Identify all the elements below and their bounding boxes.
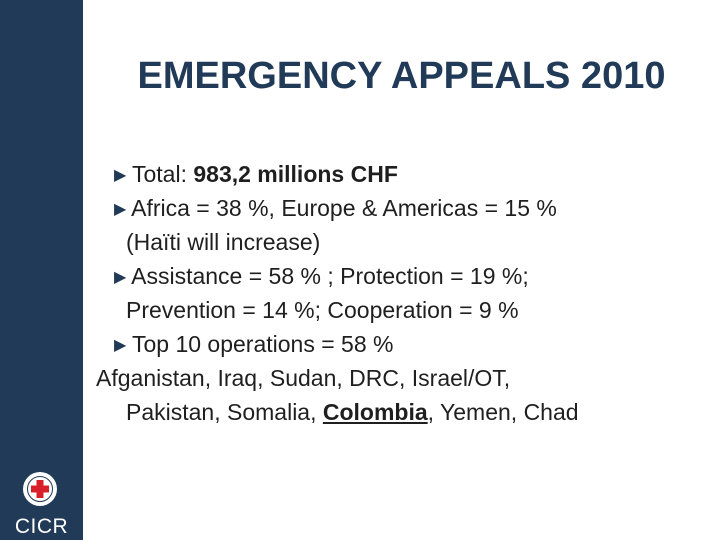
- total-label: Total:: [131, 161, 194, 187]
- red-cross-emblem-icon: [23, 472, 57, 506]
- slide-title: EMERGENCY APPEALS 2010: [137, 55, 666, 97]
- countries-text-2a: Pakistan, Somalia,: [126, 399, 323, 425]
- programmes-cont-text: Prevention = 14 %; Cooperation = 9 %: [126, 297, 519, 323]
- countries-text-2b: , Yemen, Chad: [427, 399, 579, 425]
- country-emphasis: Colombia: [322, 399, 428, 425]
- slide-body: ▶ Total: 983,2 millions CHF ▶ Africa = 3…: [96, 157, 706, 429]
- triangle-bullet-icon: ▶: [114, 167, 127, 184]
- regions-text: Africa = 38 %, Europe & Americas = 15 %: [131, 195, 557, 221]
- countries-line-2: Pakistan, Somalia, Colombia, Yemen, Chad: [96, 395, 706, 429]
- triangle-bullet-icon: ▶: [114, 337, 127, 354]
- logo-text: CICR: [14, 515, 69, 538]
- triangle-bullet-icon: ▶: [114, 201, 127, 218]
- programmes-continuation: Prevention = 14 %; Cooperation = 9 %: [96, 293, 706, 327]
- countries-text-1: Afganistan, Iraq, Sudan, DRC, Israel/OT,: [96, 365, 511, 391]
- top10-text: Top 10 operations = 58 %: [131, 331, 394, 357]
- regions-cont-text: (Haïti will increase): [126, 229, 321, 255]
- regions-continuation: (Haïti will increase): [96, 225, 706, 259]
- bullet-top10: ▶ Top 10 operations = 58 %: [96, 327, 706, 361]
- bullet-programmes: ▶ Assistance = 58 % ; Protection = 19 %;: [96, 259, 706, 293]
- total-value: 983,2 millions CHF: [193, 161, 398, 187]
- countries-line-1: Afganistan, Iraq, Sudan, DRC, Israel/OT,: [96, 361, 706, 395]
- triangle-bullet-icon: ▶: [114, 269, 127, 286]
- bullet-regions: ▶ Africa = 38 %, Europe & Americas = 15 …: [96, 191, 706, 225]
- programmes-text: Assistance = 58 % ; Protection = 19 %;: [131, 263, 529, 289]
- bullet-total: ▶ Total: 983,2 millions CHF: [96, 157, 706, 191]
- sidebar-band: CICR: [0, 0, 83, 540]
- cicr-logo: CICR: [0, 466, 83, 540]
